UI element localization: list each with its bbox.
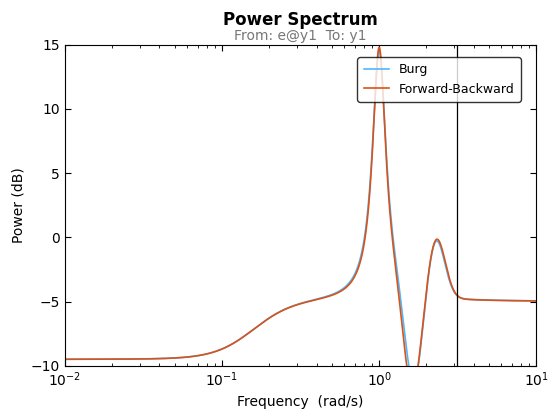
- Burg: [404, 354, 411, 359]
- Forward-Backward: [404, 368, 411, 373]
- Forward-Backward: [263, 317, 270, 322]
- Forward-Backward: [495, 298, 502, 303]
- Legend: Burg, Forward-Backward: Burg, Forward-Backward: [357, 57, 521, 102]
- X-axis label: Frequency  (rad/s): Frequency (rad/s): [237, 395, 364, 409]
- Forward-Backward: [259, 320, 266, 325]
- Line: Burg: Burg: [65, 51, 536, 381]
- Burg: [263, 317, 270, 322]
- Title: Power Spectrum: Power Spectrum: [223, 11, 378, 29]
- Forward-Backward: [286, 305, 292, 310]
- Text: From: e@y1  To: y1: From: e@y1 To: y1: [234, 29, 367, 43]
- Line: Forward-Backward: Forward-Backward: [65, 47, 536, 388]
- Forward-Backward: [519, 298, 525, 303]
- Burg: [376, 49, 382, 54]
- Burg: [410, 378, 417, 383]
- Burg: [62, 357, 68, 362]
- Forward-Backward: [376, 45, 382, 50]
- Burg: [519, 298, 525, 303]
- Y-axis label: Power (dB): Power (dB): [11, 167, 25, 243]
- Burg: [533, 298, 540, 303]
- Forward-Backward: [409, 386, 416, 391]
- Forward-Backward: [533, 298, 540, 303]
- Burg: [495, 298, 502, 303]
- Forward-Backward: [62, 357, 68, 362]
- Burg: [286, 305, 292, 310]
- Burg: [259, 320, 266, 325]
